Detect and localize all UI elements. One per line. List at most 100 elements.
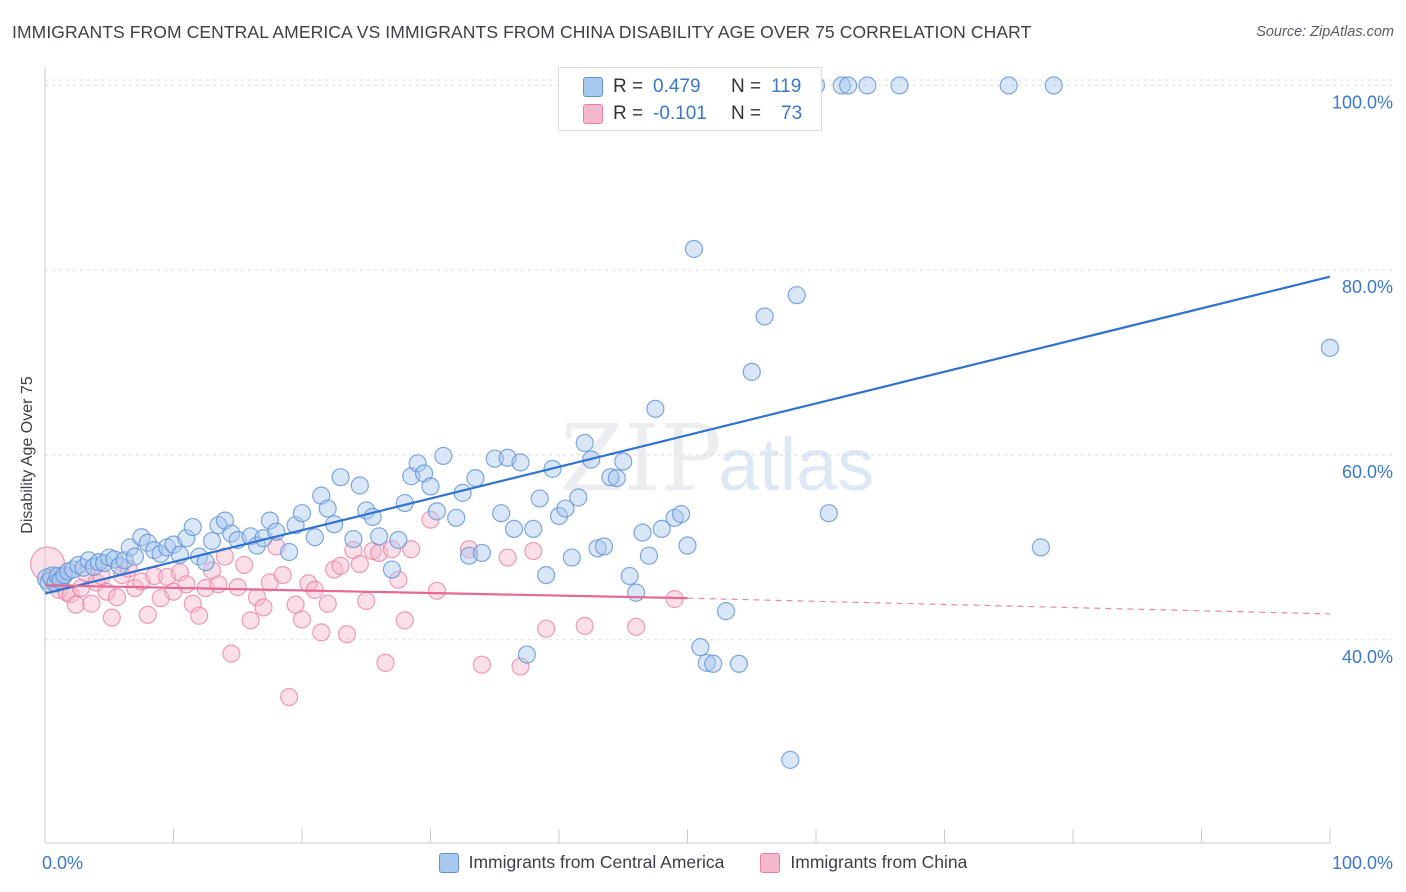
y-tick-label: 60.0%: [1342, 462, 1393, 482]
china-point: [389, 570, 408, 589]
central-america-point: [89, 553, 109, 572]
china-point: [241, 611, 260, 630]
china-point: [337, 625, 357, 644]
china-point: [472, 655, 491, 674]
source-label: Source: ZipAtlas.com: [1256, 24, 1394, 40]
central-america-point: [183, 517, 202, 537]
central-america-point: [575, 433, 594, 453]
central-america-point: [890, 76, 909, 95]
legend-label-china: Immigrants from China: [790, 852, 968, 872]
central-america-point: [511, 453, 530, 472]
central-america-point: [318, 499, 337, 518]
central-america-point: [382, 560, 402, 579]
central-america-point: [697, 653, 716, 672]
central-america-point: [819, 504, 838, 523]
china-point: [138, 605, 157, 624]
central-america-point: [492, 504, 511, 523]
central-america-point: [1044, 76, 1063, 95]
stats-n-label: N =: [731, 103, 762, 124]
central-america-point: [652, 519, 671, 539]
china-point: [427, 581, 447, 600]
watermark: ZIP atlas: [560, 405, 874, 512]
china-point: [280, 687, 299, 707]
central-america-point: [280, 542, 299, 562]
legend-item-china[interactable]: Immigrants from China: [760, 852, 967, 873]
china-point: [402, 540, 421, 559]
stats-r-value: -0.101: [653, 103, 707, 124]
central-america-point: [125, 547, 145, 566]
central-america-point: [1031, 538, 1050, 557]
central-america-point: [639, 546, 659, 565]
central-america-point: [999, 76, 1018, 95]
central-america-point: [755, 307, 774, 326]
china-point: [66, 595, 85, 614]
central-america-point: [292, 504, 312, 523]
stats-n-label: N =: [731, 76, 762, 97]
central-america-point: [120, 538, 139, 557]
central-america-point: [466, 468, 485, 488]
central-america-point: [95, 553, 114, 573]
central-america-point: [504, 519, 524, 539]
x-tick-label-min: 0.0%: [42, 853, 83, 873]
central-america-point: [344, 529, 363, 549]
china-point: [626, 617, 646, 636]
china-point: [190, 606, 209, 625]
central-america-point: [202, 531, 222, 551]
central-america-point: [530, 489, 549, 508]
central-america-point: [607, 468, 626, 488]
watermark-atlas: atlas: [718, 423, 874, 506]
central-america-point: [260, 511, 279, 530]
stats-legend: R = 0.479 N = 119 R = -0.101 N = 73: [558, 67, 822, 131]
china-point: [331, 556, 350, 575]
central-america-point: [839, 76, 858, 95]
axes: [44, 67, 1331, 844]
china-point: [575, 616, 594, 636]
central-america-point: [787, 286, 806, 305]
china-point: [357, 591, 376, 611]
china-point: [524, 541, 543, 561]
central-america-point: [671, 505, 691, 524]
central-america-trend-line: [44, 275, 1331, 595]
central-america-point: [537, 565, 556, 585]
central-america-point: [569, 488, 588, 507]
china-point: [318, 594, 337, 613]
china-point: [382, 540, 402, 559]
china-trend-line-solid: [44, 584, 688, 600]
trend-lines: [44, 275, 1331, 615]
central-america-point: [427, 502, 447, 521]
y-tick-label: 100.0%: [1332, 92, 1393, 112]
stats-swatch-blue: [583, 77, 603, 97]
legend-item-central-america[interactable]: Immigrants from Central America: [438, 852, 724, 873]
china-point: [209, 575, 228, 594]
legend-swatch-blue: [438, 852, 459, 873]
china-point: [254, 598, 273, 617]
central-america-point: [678, 536, 697, 555]
china-point: [498, 548, 517, 567]
central-america-point: [1320, 338, 1340, 357]
stats-n-value: 73: [781, 103, 803, 124]
central-america-point: [594, 537, 614, 556]
china-point: [228, 578, 247, 597]
china-point: [235, 555, 254, 575]
central-america-point: [742, 362, 761, 381]
central-america-point: [588, 539, 607, 558]
china-point: [395, 611, 414, 630]
central-america-point: [524, 519, 543, 539]
central-america-point: [472, 543, 491, 563]
central-america-point: [601, 468, 620, 487]
central-america-point: [421, 477, 440, 496]
watermark-zip: ZIP: [560, 405, 722, 512]
central-america-point: [633, 523, 652, 542]
central-america-point: [626, 583, 646, 602]
china-point: [177, 575, 196, 594]
central-america-point: [331, 468, 350, 487]
central-america-point: [434, 446, 453, 466]
central-america-point: [517, 645, 536, 664]
central-america-point: [350, 476, 369, 495]
stats-swatch-pink: [583, 104, 603, 124]
central-america-point: [684, 239, 704, 259]
central-america-point: [408, 454, 427, 473]
china-point: [102, 608, 121, 627]
central-america-point: [69, 555, 88, 575]
